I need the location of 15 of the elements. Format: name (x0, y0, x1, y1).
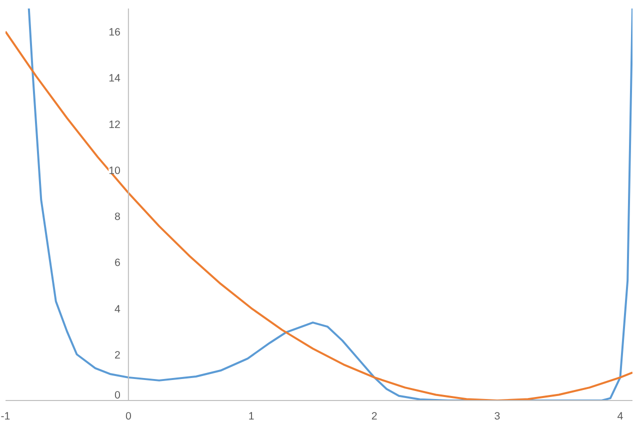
y-tick-label: 6 (114, 257, 121, 270)
x-tick-label: 4 (617, 410, 624, 422)
x-tick-label: 3 (494, 410, 500, 422)
x-tick-label: 1 (248, 410, 254, 422)
x-tick-label: 2 (371, 410, 378, 422)
y-tick-label: 4 (114, 303, 121, 316)
x-tick-label: -1 (0, 410, 10, 422)
y-tick-label: 8 (114, 211, 121, 224)
y-tick-label: 14 (108, 72, 121, 85)
y-tick-label: 16 (108, 26, 121, 39)
x-tick-label: 0 (125, 410, 132, 422)
y-tick-label: 0 (114, 390, 121, 402)
y-tick-label: 10 (108, 164, 121, 177)
y-tick-label: 2 (114, 349, 121, 362)
y-tick-label: 12 (108, 118, 121, 131)
